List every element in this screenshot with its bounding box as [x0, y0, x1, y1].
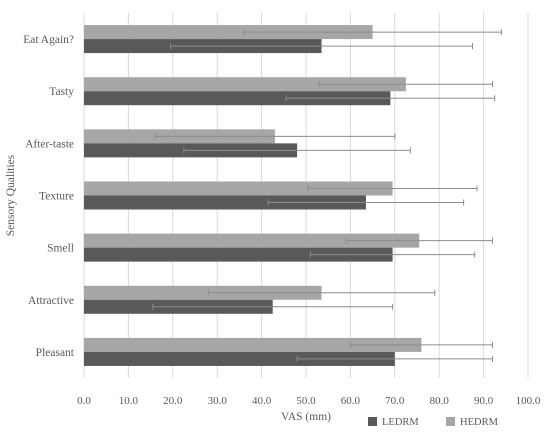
x-tick-label: 60.0 — [341, 395, 361, 407]
bars — [84, 25, 422, 366]
x-tick-label: 40.0 — [252, 395, 272, 407]
category-label: Smell — [47, 243, 74, 255]
bar-hedrm — [84, 25, 373, 40]
legend-label-hedrm: HEDRM — [460, 417, 499, 428]
x-tick-label: 100.0 — [516, 395, 541, 407]
category-label: Eat Again? — [23, 34, 74, 46]
legend-swatch-ledrm — [368, 417, 377, 426]
error-bars — [152, 29, 502, 362]
x-tick-label: 70.0 — [385, 395, 405, 407]
bar-ledrm — [84, 195, 366, 210]
bar-hedrm — [84, 337, 422, 352]
x-tick-label: 0.0 — [77, 395, 91, 407]
category-label: After-taste — [25, 138, 74, 150]
legend: LEDRM HEDRM — [368, 417, 499, 428]
x-tick-label: 50.0 — [296, 395, 316, 407]
category-label: Texture — [39, 191, 74, 203]
x-tick-label: 20.0 — [163, 395, 183, 407]
bar-hedrm — [84, 285, 322, 300]
legend-label-ledrm: LEDRM — [382, 417, 419, 428]
bar-hedrm — [84, 77, 406, 92]
category-label: Tasty — [49, 86, 74, 98]
bar-ledrm — [84, 351, 395, 366]
x-tick-label: 30.0 — [208, 395, 228, 407]
bar-ledrm — [84, 247, 393, 262]
x-tick-label: 80.0 — [430, 395, 450, 407]
y-axis-title: Sensory Qualities — [5, 154, 17, 236]
x-axis-title: VAS (mm) — [281, 411, 331, 423]
category-label: Attractive — [28, 295, 74, 307]
category-labels: Eat Again? Tasty After-taste Texture Smell At… — [23, 34, 75, 359]
x-tick-label: 90.0 — [474, 395, 494, 407]
bar-hedrm — [84, 233, 420, 248]
category-label: Pleasant — [36, 347, 75, 359]
x-tick-labels: 0.0 10.0 20.0 30.0 40.0 50.0 60.0 70.0 80.0 90.0 1… — [77, 395, 541, 407]
bar-hedrm — [84, 181, 393, 196]
bar-ledrm — [84, 91, 391, 106]
legend-swatch-hedrm — [446, 417, 455, 426]
x-tick-label: 10.0 — [119, 395, 139, 407]
